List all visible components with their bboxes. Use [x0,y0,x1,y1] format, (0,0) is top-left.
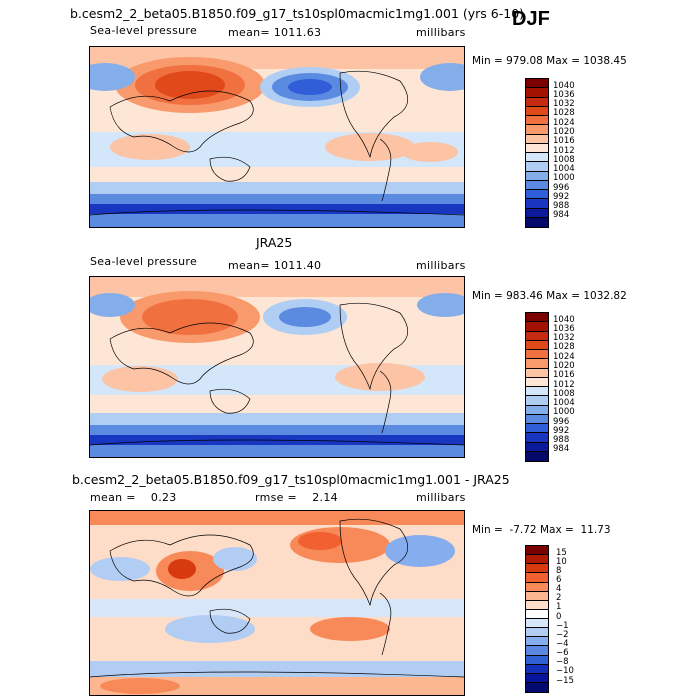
panel2-cb-label: 984 [553,444,570,454]
panel2-cb-label: 1020 [553,361,575,371]
panel3-cb-label: 15 [556,548,567,558]
panel1-variable: Sea-level pressure [90,24,198,37]
panel3-cb-label: −10 [556,666,574,676]
panel2-cb-label: 1008 [553,389,575,399]
panel2-variable: Sea-level pressure [90,255,198,268]
panel2-cb-label: 1032 [553,333,575,343]
panel1-cb-label: 1020 [553,127,575,137]
panel2-field [90,277,464,457]
panel2-colorbar [525,312,549,462]
panel3-cb-label: 0 [556,612,562,622]
panel2-cb-label: 992 [553,426,570,436]
panel3-cb-label: 8 [556,566,562,576]
panel3-cb-label: −2 [556,630,569,640]
panel2-cb-label: 996 [553,417,570,427]
panel3-cb-label: −4 [556,639,569,649]
panel3-mean: mean = 0.23 [90,491,177,504]
panel2-cb-label: 988 [553,435,570,445]
panel3-title: b.cesm2_2_beta05.B1850.f09_g17_ts10spl0m… [72,472,510,487]
panel1-cb-label: 988 [553,201,570,211]
panel1-minmax: Min = 979.08 Max = 1038.45 [472,55,627,67]
panel3-units: millibars [416,491,466,504]
panel2-cb-label: 1036 [553,324,575,334]
panel2-cb-label: 1004 [553,398,575,408]
season-label: DJF [512,8,550,30]
panel3-map [89,510,465,696]
panel1-cb-label: 992 [553,192,570,202]
panel1-cb-label: 1012 [553,146,575,156]
panel1-mean: mean= 1011.63 [228,26,322,39]
panel3-cb-label: 10 [556,557,567,567]
panel3-cb-label: −1 [556,621,569,631]
panel3-cb-label: 4 [556,584,562,594]
panel3-field [90,511,464,695]
panel3-cb-label: 2 [556,593,562,603]
panel3-cb-label: 6 [556,575,562,585]
panel1-cb-label: 1004 [553,164,575,174]
panel1-colorbar [525,78,549,228]
panel1-cb-label: 1032 [553,99,575,109]
panel1-title: b.cesm2_2_beta05.B1850.f09_g17_ts10spl0m… [70,6,525,21]
panel1-field [90,47,464,227]
panel1-cb-label: 1000 [553,173,575,183]
panel2-map [89,276,465,458]
panel3-cb-label: −15 [556,676,574,686]
panel2-cb-label: 1028 [553,342,575,352]
panel1-cb-label: 996 [553,183,570,193]
panel2-cb-label: 1000 [553,407,575,417]
panel3-minmax: Min = -7.72 Max = 11.73 [472,524,611,536]
panel2-cb-label: 1016 [553,370,575,380]
panel1-map [89,46,465,228]
panel2-units: millibars [416,259,466,272]
panel3-rmse: rmse = 2.14 [255,491,338,504]
panel2-cb-label: 1012 [553,380,575,390]
panel2-minmax: Min = 983.46 Max = 1032.82 [472,290,627,302]
panel2-cb-label: 1040 [553,315,575,325]
panel1-cb-label: 984 [553,210,570,220]
panel2-mean: mean= 1011.40 [228,259,322,272]
panel2-title: JRA25 [256,235,293,250]
panel3-cb-label: −6 [556,648,569,658]
panel1-cb-label: 1040 [553,81,575,91]
panel1-cb-label: 1024 [553,118,575,128]
panel1-cb-label: 1028 [553,108,575,118]
panel1-cb-label: 1008 [553,155,575,165]
panel3-colorbar [525,545,549,693]
panel3-cb-label: −8 [556,657,569,667]
panel3-cb-label: 1 [556,602,562,612]
panel1-cb-label: 1016 [553,136,575,146]
panel2-cb-label: 1024 [553,352,575,362]
panel1-cb-label: 1036 [553,90,575,100]
panel1-units: millibars [416,26,466,39]
